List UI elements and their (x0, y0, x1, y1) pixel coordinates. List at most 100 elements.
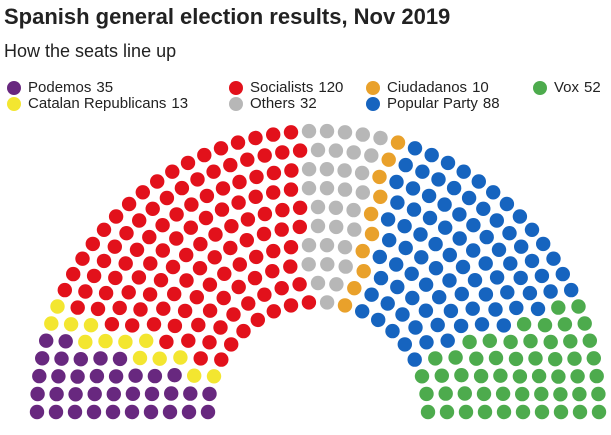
seat (439, 404, 455, 420)
seat (380, 296, 395, 311)
seat (197, 147, 212, 163)
seat (58, 334, 73, 349)
seat (274, 222, 289, 237)
seat (167, 318, 183, 334)
seat (372, 249, 387, 265)
seat (347, 281, 362, 296)
seat (496, 404, 512, 420)
seat (98, 333, 113, 349)
seat (275, 202, 290, 218)
seat (418, 303, 434, 318)
seat (414, 369, 430, 384)
seat (247, 270, 263, 286)
seat (495, 386, 511, 401)
legend-swatch (7, 97, 21, 111)
seat (381, 152, 396, 167)
seat (190, 172, 205, 187)
seat (142, 287, 158, 302)
seat (283, 182, 299, 197)
seat (68, 387, 83, 402)
seat (503, 334, 518, 350)
seat (371, 312, 386, 328)
seat (226, 307, 241, 322)
seat (202, 277, 218, 292)
seat (143, 256, 158, 271)
seat (390, 279, 405, 295)
seat (193, 351, 208, 366)
seat (570, 369, 585, 384)
seat (572, 386, 587, 402)
seat (85, 236, 101, 252)
seat (543, 334, 558, 350)
seat (408, 320, 423, 335)
seat (338, 259, 353, 274)
seat (508, 351, 524, 367)
seat (216, 290, 231, 306)
legend-name: Ciudadanos (387, 79, 467, 96)
seat (363, 206, 379, 222)
seat (266, 185, 281, 200)
seat (454, 368, 469, 383)
seat (528, 351, 543, 366)
seat (50, 299, 65, 314)
seat (551, 300, 566, 315)
seat (104, 317, 120, 332)
seat (167, 286, 182, 302)
seat (557, 317, 573, 332)
seat (373, 130, 388, 146)
seat (112, 300, 127, 316)
seat (443, 303, 459, 319)
seat (486, 185, 501, 200)
seat (548, 352, 563, 367)
seat (214, 202, 230, 217)
seat (70, 300, 85, 315)
seat (390, 135, 406, 150)
seat (63, 317, 79, 332)
seat (337, 125, 353, 140)
seat (591, 404, 607, 420)
seat (49, 386, 64, 402)
seat (534, 404, 550, 420)
seat (93, 351, 108, 366)
legend-name: Vox (554, 79, 580, 96)
legend-name: Catalan Republicans (28, 95, 166, 112)
seat (39, 333, 54, 348)
seat (414, 250, 429, 265)
legend-label: Catalan Republicans 13 (28, 95, 188, 112)
seat (96, 222, 112, 237)
seat (78, 284, 93, 299)
seat (165, 259, 181, 275)
seat (546, 251, 561, 266)
seat (257, 148, 272, 163)
seat (239, 233, 254, 248)
seat (563, 334, 578, 349)
seat (202, 335, 217, 350)
seat (98, 285, 114, 301)
seat (328, 200, 344, 215)
seat (132, 213, 147, 228)
seat (301, 162, 317, 177)
seat (144, 386, 160, 402)
seat (66, 266, 81, 282)
seat (471, 174, 486, 189)
seat (440, 155, 456, 171)
seat (198, 210, 214, 226)
seat (373, 189, 388, 204)
seat (478, 256, 493, 271)
seat (292, 277, 307, 292)
seat (428, 261, 444, 276)
seat (355, 127, 370, 142)
seat (364, 148, 379, 163)
legend-label: Popular Party 88 (387, 95, 500, 112)
seat (389, 257, 404, 272)
seat (398, 157, 413, 173)
seat (266, 304, 281, 319)
seat (75, 251, 90, 266)
seat (442, 273, 457, 288)
seat (240, 212, 256, 227)
seat (488, 302, 503, 317)
seat (516, 317, 532, 332)
seat (465, 301, 480, 316)
seat (132, 350, 148, 366)
seat (421, 188, 437, 204)
